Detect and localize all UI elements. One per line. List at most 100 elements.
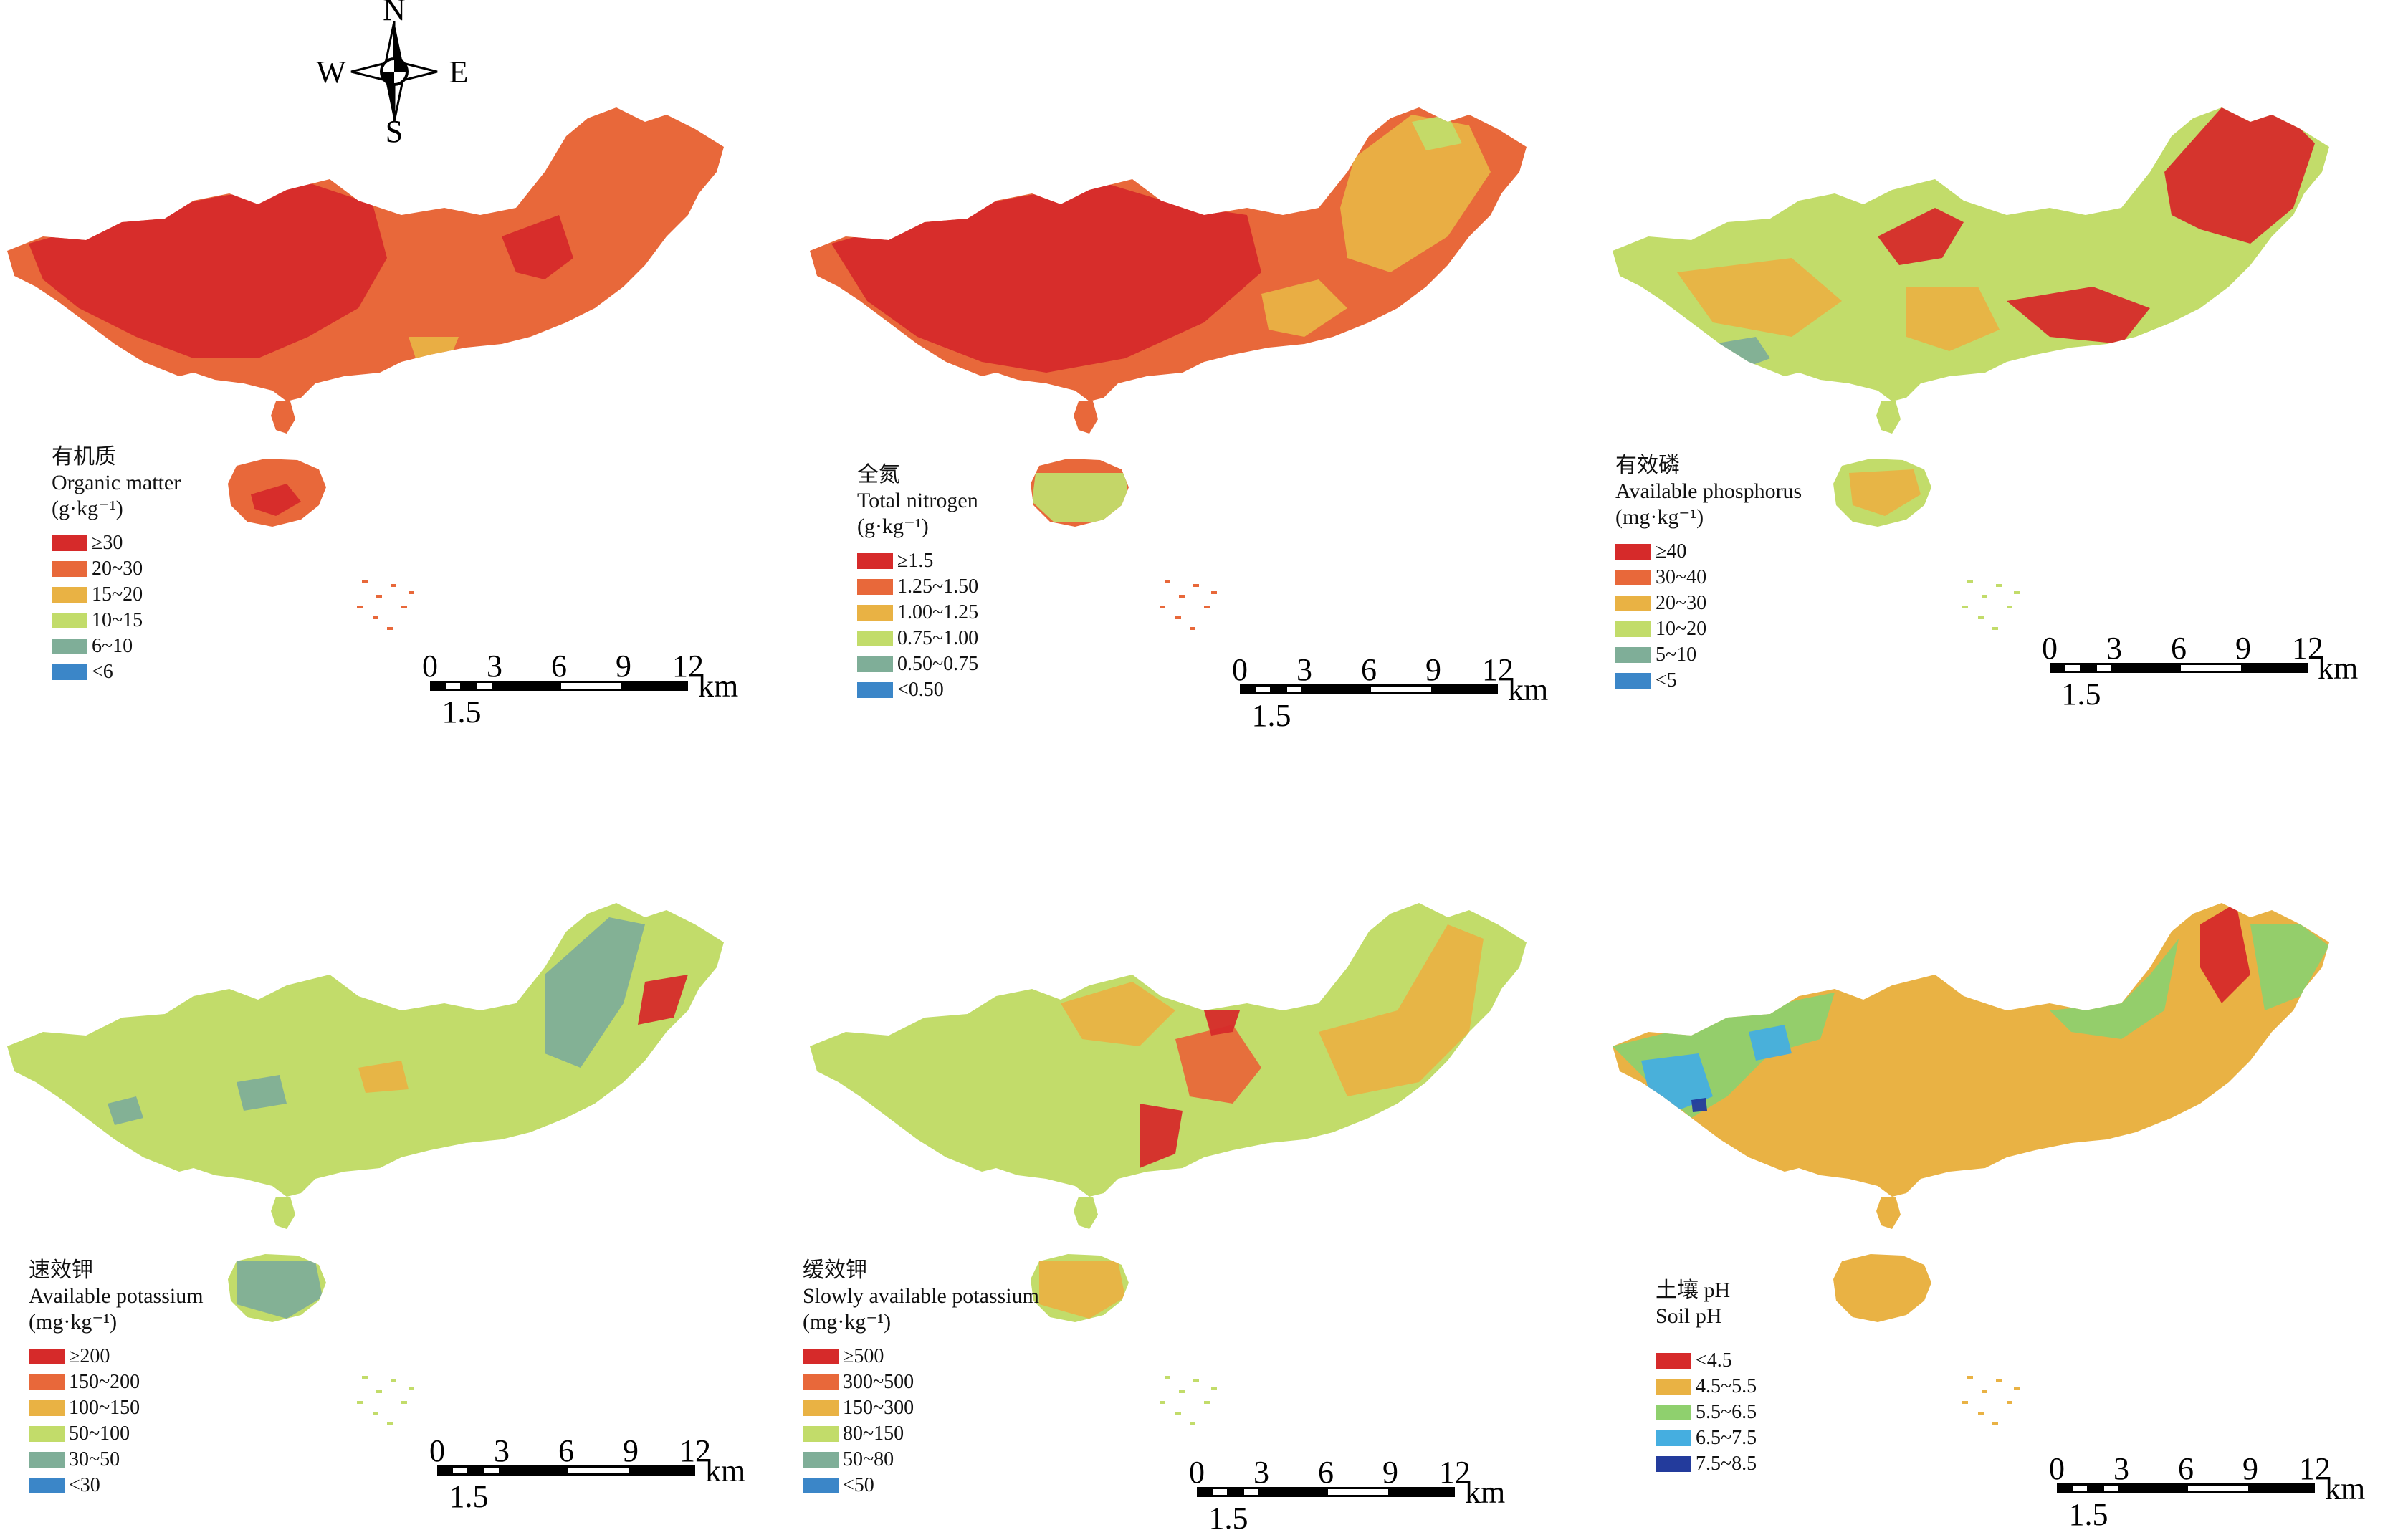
- legend-item: ≥200: [29, 1344, 204, 1369]
- legend-label: 1.00~1.25: [897, 601, 979, 623]
- scale-bar-segment: [561, 683, 621, 689]
- legend-swatch: [857, 553, 893, 569]
- legend-swatch: [1656, 1405, 1691, 1420]
- legend-label: 10~15: [92, 609, 143, 631]
- value-patches: [1613, 903, 2329, 1118]
- peninsula-region: [1876, 1197, 1901, 1229]
- peninsula-region: [1876, 401, 1901, 434]
- legend-title-en: Slowly available potassium: [803, 1284, 1039, 1308]
- scale-bar-tick-label: 9: [616, 649, 631, 684]
- islet: [1179, 595, 1185, 598]
- legend-unit: (mg·kg⁻¹): [1615, 505, 1704, 529]
- scale-bar-tick-label: 9: [1382, 1455, 1398, 1490]
- scale-bar-tick-label: 3: [2106, 631, 2122, 666]
- legend-label: 5.5~6.5: [1696, 1401, 1757, 1423]
- islet: [2014, 1387, 2020, 1390]
- legend-item: 6.5~7.5: [1656, 1425, 1757, 1451]
- choropleth-map-soil-ph: [1613, 903, 2329, 1425]
- islet: [409, 1387, 414, 1390]
- value-patch: [2007, 287, 2150, 344]
- scale-bar-tick-label: 6: [2171, 631, 2187, 666]
- scale-bar-segment: [477, 683, 492, 689]
- value-patch: [29, 183, 387, 358]
- legend-swatch: [29, 1400, 65, 1416]
- legend-item: <4.5: [1656, 1348, 1757, 1374]
- legend-title-en: Soil pH: [1656, 1304, 1722, 1328]
- value-patches: [831, 115, 1491, 522]
- scale-bar-tick-label: 9: [2235, 631, 2251, 666]
- legend-slowly-available-potassium: 缓效钾 Slowly available potassium (mg·kg⁻¹) ≥5…: [803, 1258, 1039, 1498]
- islet: [1962, 606, 1968, 608]
- scale-bar-tick-label: 12: [2299, 1451, 2331, 1486]
- scale-bar-minor-tick-label: 1.5: [2062, 676, 2101, 712]
- legend-item: 0.75~1.00: [857, 626, 978, 651]
- scale-bar-tick-label: 9: [623, 1433, 639, 1468]
- scale-bar-segment: [1244, 1489, 1258, 1495]
- legend-label: 50~80: [843, 1448, 894, 1470]
- scale-bar-tick-label: 0: [429, 1433, 445, 1468]
- scale-bar-unit: km: [705, 1453, 745, 1488]
- legend-item: 80~150: [803, 1421, 1039, 1447]
- legend-label: 30~40: [1656, 566, 1707, 588]
- legend-organic-matter: 有机质 Organic matter (g·kg⁻¹) ≥30 20~30 15~20 10…: [52, 444, 181, 685]
- value-patch: [1140, 1104, 1183, 1168]
- islet: [373, 616, 378, 619]
- legend-label: <50: [843, 1474, 874, 1496]
- compass-west-label: W: [316, 54, 346, 90]
- islet: [376, 1390, 382, 1393]
- value-patch: [502, 215, 573, 279]
- value-patch: [831, 183, 1261, 373]
- legend-title-en: Available phosphorus: [1615, 479, 1802, 503]
- value-patch: [1204, 1010, 1240, 1036]
- islet: [391, 584, 396, 587]
- legend-swatch: [803, 1349, 839, 1364]
- scale-bar-outline: [430, 681, 688, 691]
- legend-swatch: [803, 1478, 839, 1493]
- legend-swatch: [29, 1452, 65, 1468]
- compass-south-label: S: [386, 114, 403, 149]
- legend-swatch: [857, 656, 893, 672]
- legend-label: <5: [1656, 669, 1677, 692]
- legend-item: 1.25~1.50: [857, 574, 978, 600]
- legend-label: ≥40: [1656, 540, 1687, 563]
- scale-bar-tick-label: 0: [422, 649, 438, 684]
- legend-label: 0.50~0.75: [897, 653, 979, 675]
- legend-swatch: [1656, 1456, 1691, 1472]
- islet: [1211, 591, 1217, 594]
- legend-item: ≥30: [52, 530, 181, 556]
- scale-bar-tick-label: 3: [494, 1433, 510, 1468]
- legend-label: 1.25~1.50: [897, 575, 979, 598]
- scale-bar-tick-label: 6: [1361, 652, 1377, 687]
- legend-label: 6~10: [92, 635, 133, 657]
- scale-bar-minor-tick-label: 1.5: [449, 1479, 489, 1514]
- legend-label: <6: [92, 661, 113, 683]
- scale-bar-tick-label: 6: [2178, 1451, 2194, 1486]
- scale-bar-tick-label: 3: [1296, 652, 1312, 687]
- islet: [1962, 1401, 1968, 1404]
- legend-item: 30~50: [29, 1447, 204, 1473]
- choropleth-map-total-nitrogen: [810, 107, 1527, 630]
- scale-bar-tick-label: 12: [1439, 1455, 1471, 1490]
- peninsula-region: [1074, 401, 1098, 434]
- legend-available-potassium: 速效钾 Available potassium (mg·kg⁻¹) ≥200 150~2…: [29, 1258, 204, 1498]
- value-patches: [1677, 107, 2315, 516]
- scale-bar: 0 3 6 9 12 1.5 km: [2035, 627, 2358, 713]
- scale-bar-graphic: 0 3 6 9 12 1.5 km: [1189, 1455, 1505, 1536]
- legend-label: 80~150: [843, 1422, 904, 1445]
- scale-bar-tick-label: 12: [1482, 652, 1514, 687]
- legend-soil-ph: 土壤 pH Soil pH <4.5 4.5~5.5 5.5~6.5 6.5~7.5 7.5…: [1656, 1278, 1757, 1477]
- value-patch: [1849, 469, 1921, 516]
- mainland-region: [810, 903, 1527, 1197]
- scale-bar-tick-label: 12: [672, 649, 704, 684]
- map-panel-soil-ph: [1605, 795, 2394, 1526]
- scale-bar-outline: [1240, 684, 1498, 694]
- islet: [2007, 1401, 2012, 1404]
- scale-bar-tick-label: 12: [679, 1433, 711, 1468]
- legend-swatch: [1615, 647, 1651, 663]
- legend-label: 6.5~7.5: [1696, 1427, 1757, 1449]
- scale-bar-outline: [1197, 1487, 1455, 1497]
- islet: [1978, 1412, 1984, 1415]
- scale-bar: 0 3 6 9 12 1.5 km: [2043, 1448, 2365, 1534]
- islet: [1211, 1387, 1217, 1390]
- scale-bar-unit: km: [2325, 1471, 2365, 1506]
